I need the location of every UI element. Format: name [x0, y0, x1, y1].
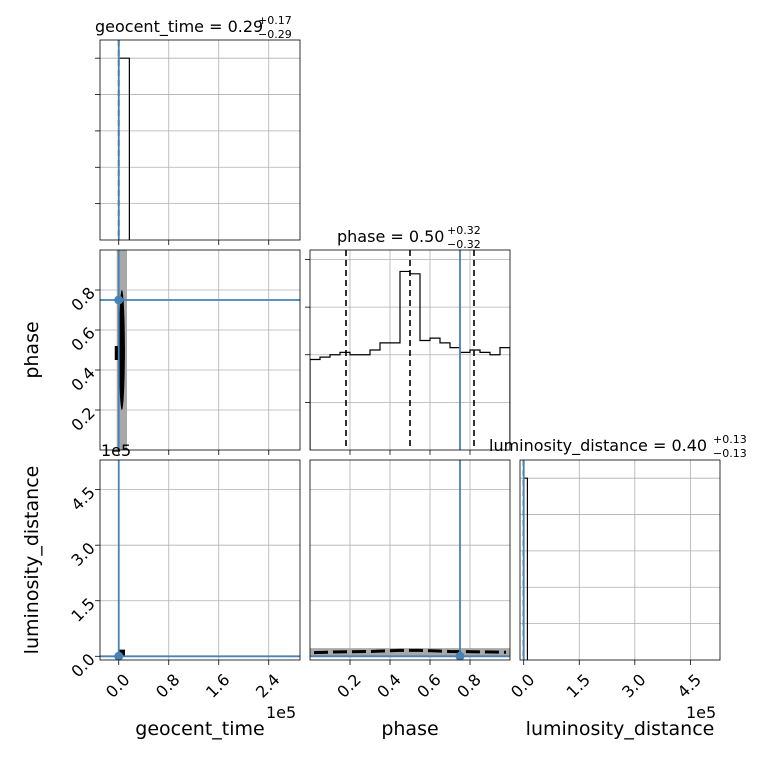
p10-density-peak — [114, 346, 125, 360]
p20-ytick-label: 1.5 — [67, 594, 98, 625]
p21-density-band — [310, 648, 510, 657]
p21-density-contour — [313, 648, 507, 655]
panel-luminosity-distance-vs-geocent-time-frame — [99, 459, 301, 661]
x-axis-label-geocent-time: geocent_time — [135, 718, 264, 740]
svg-text:−0.32: −0.32 — [447, 238, 481, 251]
y-axis-label-phase: phase — [21, 321, 43, 378]
p20-ytick-label: 4.5 — [67, 483, 98, 514]
geocent-time-offset: 1e5 — [266, 703, 296, 722]
panel-geocent-time-hist-frame — [99, 39, 301, 241]
p22-xtick-label: 4.5 — [674, 670, 705, 701]
panel-phase-hist — [305, 249, 511, 455]
p22-xtick-label: 1.5 — [563, 670, 594, 701]
y-axis-label-luminosity-distance: luminosity_distance — [21, 466, 43, 655]
x-axis-label-luminosity-distance: luminosity_distance — [526, 718, 715, 740]
p20-density-block — [118, 649, 125, 657]
luminosity-distance-x-offset: 1e5 — [686, 703, 716, 722]
svg-text:−0.13: −0.13 — [713, 447, 747, 460]
p10-truth-point — [114, 295, 124, 305]
panel-phase-vs-geocent-time-plot-area — [100, 250, 300, 450]
svg-text:−0.29: −0.29 — [258, 28, 292, 41]
panel-luminosity-distance-hist-plot-area — [520, 460, 720, 660]
p20-truth-point — [114, 651, 124, 660]
x-axis-label-phase: phase — [381, 718, 438, 740]
phase-title: phase = 0.50 +0.32 −0.32 — [337, 224, 481, 251]
p22-xtick-label: 3.0 — [618, 670, 649, 701]
p10-ytick-label: 0.6 — [67, 323, 98, 354]
geocent-time-histogram — [118, 57, 130, 240]
panel-luminosity-distance-vs-geocent-time-plot-area — [100, 460, 300, 660]
panel-phase-hist-plot-area — [310, 250, 510, 450]
p21-xtick-label: 0.4 — [373, 670, 404, 701]
p21-xtick-label: 0.2 — [333, 670, 364, 701]
p10-ytick-label: 0.8 — [67, 283, 98, 314]
panel-geocent-time-hist — [95, 39, 301, 245]
panel-luminosity-distance-vs-phase-plot-area — [310, 460, 510, 660]
p20-xtick-label: 2.4 — [252, 670, 283, 701]
p21-xtick-label: 0.6 — [413, 670, 444, 701]
svg-text:+0.13: +0.13 — [713, 433, 747, 446]
p20-xtick-label: 0.8 — [152, 670, 183, 701]
panel-luminosity-distance-vs-phase-frame — [309, 459, 511, 661]
svg-text:luminosity_distance = 0.40: luminosity_distance = 0.40 — [489, 436, 707, 456]
p20-xtick-label: 0.0 — [102, 670, 133, 701]
panel-phase-hist-frame — [309, 249, 511, 451]
phase-histogram — [310, 270, 510, 450]
luminosity-distance-y-offset: 1e5 — [101, 441, 131, 460]
p10-ytick-label: 0.4 — [67, 363, 98, 394]
luminosity-distance-title: luminosity_distance = 0.40 +0.13 −0.13 — [489, 433, 747, 460]
panel-luminosity-distance-vs-phase: 0.2 0.4 0.6 0.8 — [309, 459, 511, 702]
p22-xtick-label: 0.0 — [507, 670, 538, 701]
p20-ytick-label: 0.0 — [67, 650, 98, 681]
svg-text:+0.32: +0.32 — [447, 224, 481, 237]
panel-luminosity-distance-hist-frame — [519, 459, 721, 661]
svg-text:geocent_time = 0.29: geocent_time = 0.29 — [95, 17, 263, 37]
geocent-time-title: geocent_time = 0.29 +0.17 −0.29 — [95, 14, 292, 41]
panel-luminosity-distance-vs-geocent-time: 0.0 0.8 1.6 2.4 0.0 1.5 3.0 4.5 — [67, 459, 301, 702]
svg-text:phase = 0.50: phase = 0.50 — [337, 227, 444, 246]
panel-phase-vs-geocent-time-frame — [99, 249, 301, 451]
panel-geocent-time-hist-plot-area — [100, 40, 300, 240]
panel-phase-vs-geocent-time: 0.2 0.4 0.6 0.8 — [67, 249, 301, 455]
svg-text:+0.17: +0.17 — [258, 14, 292, 27]
p21-truth-point — [455, 651, 465, 660]
p20-ytick-label: 3.0 — [67, 539, 98, 570]
p21-xtick-label: 0.8 — [453, 670, 484, 701]
p10-ytick-label: 0.2 — [67, 403, 98, 434]
panel-luminosity-distance-hist: 0.0 1.5 3.0 4.5 — [507, 459, 721, 702]
p20-xtick-label: 1.6 — [202, 670, 233, 701]
